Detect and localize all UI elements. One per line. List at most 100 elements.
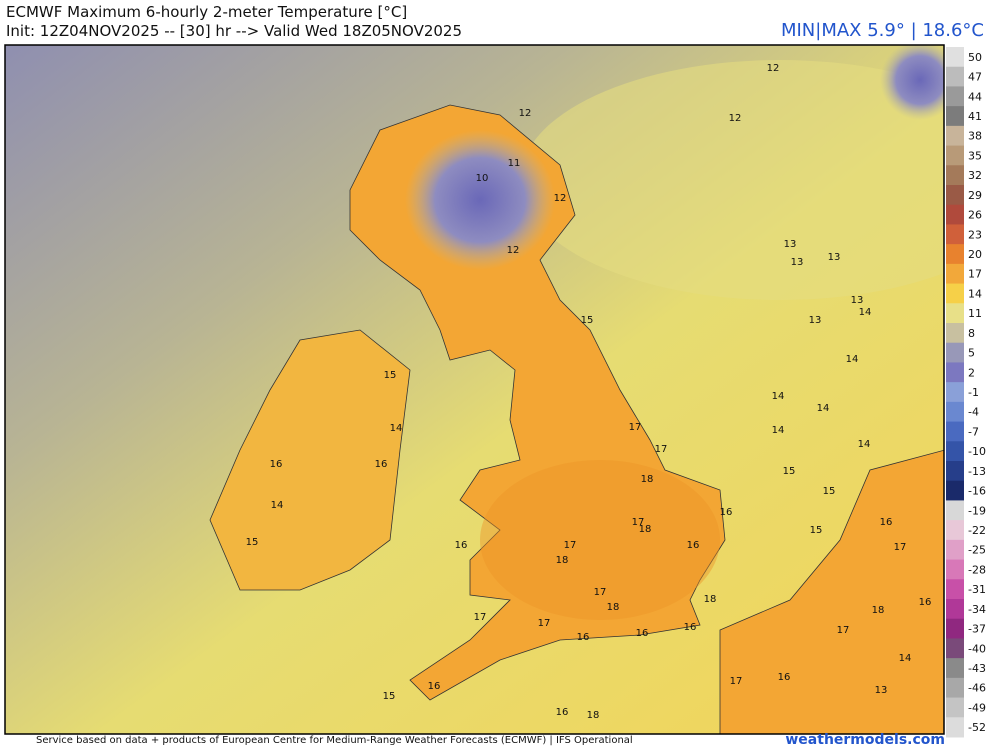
colorbar-label: 20 (968, 248, 982, 261)
temperature-label: 17 (837, 625, 850, 636)
colorbar-label: -1 (968, 386, 979, 399)
colorbar-label: -34 (968, 603, 986, 616)
colorbar-label: -19 (968, 504, 986, 517)
temperature-label: 16 (455, 540, 468, 551)
colorbar-swatch (946, 303, 964, 324)
colorbar-label: -40 (968, 642, 986, 655)
colorbar-label: -13 (968, 465, 986, 478)
colorbar-swatch (946, 421, 964, 442)
temperature-label: 17 (730, 676, 743, 687)
temperature-label: 13 (809, 315, 822, 326)
colorbar-swatch (946, 618, 964, 639)
colorbar-swatch (946, 342, 964, 363)
colorbar-label: -31 (968, 583, 986, 596)
temperature-label: 15 (246, 537, 259, 548)
colorbar-swatch (946, 145, 964, 166)
site-name[interactable]: weathermodels.com (785, 732, 945, 748)
colorbar-label: -25 (968, 544, 986, 557)
temperature-label: 16 (270, 459, 283, 470)
temperature-label: 14 (390, 423, 403, 434)
temperature-label: 16 (919, 597, 932, 608)
colorbar-label: 38 (968, 130, 982, 143)
colorbar-swatch (946, 461, 964, 482)
colorbar-swatch (946, 559, 964, 580)
colorbar-label: -52 (968, 721, 986, 734)
colorbar-label: -16 (968, 485, 986, 498)
colorbar-label: 17 (968, 268, 982, 281)
temperature-label: 12 (554, 193, 567, 204)
colorbar-label: 29 (968, 189, 982, 202)
temperature-label: 12 (519, 108, 532, 119)
colorbar-swatch (946, 47, 964, 68)
temperature-label: 14 (772, 391, 785, 402)
colorbar-label: 8 (968, 327, 975, 340)
temperature-label: 17 (594, 587, 607, 598)
subtitle: Init: 12Z04NOV2025 -- [30] hr --> Valid … (6, 22, 463, 40)
temperature-label: 14 (772, 425, 785, 436)
colorbar-swatch (946, 66, 964, 87)
temperature-label: 17 (474, 612, 487, 623)
colorbar-swatch (946, 697, 964, 718)
colorbar-swatch (946, 106, 964, 127)
temperature-label: 15 (783, 466, 796, 477)
temperature-label: 15 (810, 525, 823, 536)
colorbar-label: -46 (968, 682, 986, 695)
temperature-label: 17 (538, 618, 551, 629)
colorbar-label: -43 (968, 662, 986, 675)
temperature-label: 15 (823, 486, 836, 497)
colorbar-swatch (946, 658, 964, 679)
temperature-label: 12 (507, 245, 520, 256)
colorbar-swatch (946, 539, 964, 561)
ireland (209, 329, 411, 591)
colorbar-swatch (946, 401, 964, 423)
temperature-label: 16 (687, 540, 700, 551)
temperature-label: 16 (428, 681, 441, 692)
temperature-label: 15 (383, 691, 396, 702)
temperature-label: 16 (577, 632, 590, 643)
colorbar-label: 5 (968, 347, 975, 360)
min-max: MIN|MAX 5.9° | 18.6°C (780, 20, 984, 41)
colorbar-swatch (946, 362, 964, 383)
temperature-label: 17 (894, 542, 907, 553)
colorbar-label: 35 (968, 149, 982, 162)
colorbar-swatch (946, 185, 964, 206)
colorbar-label: -49 (968, 701, 986, 714)
colorbar-swatch (946, 263, 964, 285)
continent (719, 449, 944, 734)
warm-area (480, 460, 720, 620)
colorbar-swatch (946, 500, 964, 521)
temperature-label: 16 (778, 672, 791, 683)
temperature-label: 17 (629, 422, 642, 433)
temperature-label: 13 (791, 257, 804, 268)
colorbar-label: 2 (968, 366, 975, 379)
cold-area (405, 130, 555, 270)
colorbar-label: 50 (968, 51, 982, 64)
colorbar-swatch (946, 323, 964, 344)
temperature-label: 11 (508, 158, 521, 169)
colorbar-label: 32 (968, 169, 982, 182)
colorbar-label: -4 (968, 406, 979, 419)
colorbar-label: -37 (968, 623, 986, 636)
temperature-label: 16 (375, 459, 388, 470)
temperature-label: 14 (846, 354, 859, 365)
colorbar-swatch (946, 244, 964, 265)
temperature-label: 17 (632, 517, 645, 528)
cold-area (880, 45, 944, 120)
colorbar-swatch (946, 224, 964, 245)
colorbar-swatch (946, 599, 964, 620)
colorbar-label: 41 (968, 110, 982, 123)
colorbar-swatch (946, 125, 964, 147)
temperature-label: 14 (271, 500, 284, 511)
temperature-label: 14 (899, 653, 912, 664)
colorbar-label: -28 (968, 563, 986, 576)
temperature-label: 15 (384, 370, 397, 381)
temperature-label: 13 (784, 239, 797, 250)
colorbar-label: 44 (968, 90, 982, 103)
colorbar-label: 23 (968, 228, 982, 241)
temperature-label: 13 (828, 252, 841, 263)
temperature-label: 16 (684, 622, 697, 633)
temperature-label: 15 (581, 315, 594, 326)
colorbar-label: -10 (968, 445, 986, 458)
